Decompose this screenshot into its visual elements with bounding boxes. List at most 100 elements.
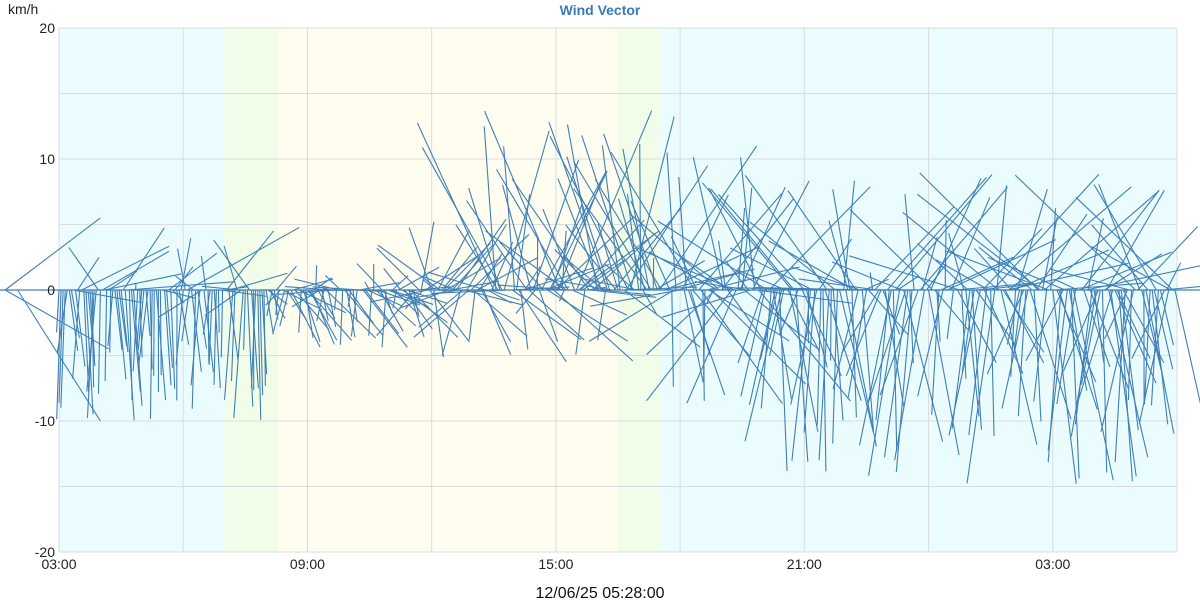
wind-vector <box>986 289 1025 375</box>
wind-vector <box>122 227 165 291</box>
wind-vector <box>223 245 238 291</box>
wind-vector <box>678 176 687 291</box>
wind-vector <box>243 289 246 350</box>
y-tick-label: 20 <box>39 20 55 36</box>
wind-vector <box>603 133 658 291</box>
wind-vector <box>654 259 705 291</box>
wind-vector <box>1143 289 1151 405</box>
wind-vector <box>70 289 81 339</box>
wind-vector <box>694 280 747 291</box>
wind-vector <box>702 289 705 401</box>
wind-vector <box>407 289 459 300</box>
wind-vector <box>425 254 480 291</box>
wind-vector <box>768 186 871 291</box>
wind-vector <box>935 259 989 291</box>
wind-vector <box>861 289 874 431</box>
wind-vector <box>1075 196 1174 291</box>
wind-vector <box>480 289 512 342</box>
wind-vector <box>327 289 337 328</box>
wind-vector <box>472 289 528 337</box>
wind-vector <box>178 289 190 345</box>
wind-vector <box>81 245 170 291</box>
wind-vector <box>56 289 68 353</box>
wind-vector <box>848 255 960 291</box>
wind-vector <box>904 194 915 291</box>
wind-vector <box>275 265 297 291</box>
wind-vector <box>1091 224 1149 291</box>
wind-vector <box>921 237 938 291</box>
wind-vector <box>350 289 358 337</box>
wind-vector <box>1083 289 1111 368</box>
wind-vector <box>708 187 762 291</box>
wind-vector <box>759 289 778 360</box>
wind-vector <box>666 152 677 291</box>
wind-vector <box>394 289 420 316</box>
wind-vector <box>1054 282 1144 291</box>
wind-vector <box>170 289 176 389</box>
wind-vector <box>441 289 462 356</box>
wind-vector <box>768 240 855 291</box>
wind-vector <box>120 289 129 353</box>
wind-vector <box>592 232 656 291</box>
wind-vector <box>233 289 244 418</box>
x-tick-label: 21:00 <box>787 556 822 572</box>
wind-vector <box>324 275 341 291</box>
wind-vector <box>565 224 617 291</box>
wind-vector <box>557 178 602 291</box>
wind-vector <box>978 246 1033 291</box>
wind-vector <box>1159 289 1174 346</box>
wind-vector <box>538 289 559 342</box>
wind-vector <box>1174 289 1200 405</box>
wind-vector <box>392 289 398 309</box>
x-tick-label: 03:00 <box>1035 556 1070 572</box>
wind-vector <box>737 269 786 291</box>
wind-vector <box>828 220 849 291</box>
wind-vector <box>1013 289 1023 352</box>
wind-vector <box>670 236 698 291</box>
wind-vector <box>489 289 520 301</box>
wind-vector <box>339 289 344 345</box>
wind-vector <box>158 289 203 318</box>
wind-vector <box>114 289 123 350</box>
wind-vector <box>116 289 127 380</box>
wind-vector <box>317 289 336 319</box>
wind-vector <box>646 289 716 355</box>
wind-vector <box>581 135 634 291</box>
wind-vector <box>1025 289 1064 362</box>
wind-vector <box>520 289 529 350</box>
wind-vector <box>153 289 155 376</box>
wind-vector <box>575 289 586 355</box>
wind-vector <box>971 289 982 430</box>
y-tick-label: 0 <box>47 282 55 298</box>
wind-vector <box>658 145 758 291</box>
wind-vector <box>291 289 321 308</box>
wind-vector <box>599 289 651 296</box>
wind-vector <box>1091 246 1172 291</box>
wind-vector <box>822 289 827 472</box>
wind-vector <box>1077 289 1114 402</box>
wind-vector <box>683 289 704 383</box>
wind-vector <box>830 289 832 361</box>
wind-vector <box>739 187 786 291</box>
wind-vector <box>544 278 612 291</box>
wind-vector <box>548 121 609 291</box>
wind-vector <box>597 223 619 291</box>
wind-vector <box>1118 289 1133 482</box>
wind-vector <box>1044 190 1159 291</box>
wind-vector <box>1104 289 1128 340</box>
wind-vector <box>558 289 565 302</box>
wind-vector <box>832 289 839 444</box>
wind-vector <box>729 247 813 291</box>
wind-vector <box>944 219 947 291</box>
wind-vector <box>68 289 79 352</box>
wind-vector <box>1093 289 1105 363</box>
wind-vector <box>895 289 913 473</box>
wind-vector <box>315 265 318 291</box>
wind-vector <box>77 256 100 291</box>
wind-vector <box>1114 289 1126 463</box>
wind-vector <box>1050 268 1130 291</box>
wind-vector <box>739 157 756 291</box>
wind-vector <box>727 289 767 344</box>
wind-vector <box>413 289 470 338</box>
